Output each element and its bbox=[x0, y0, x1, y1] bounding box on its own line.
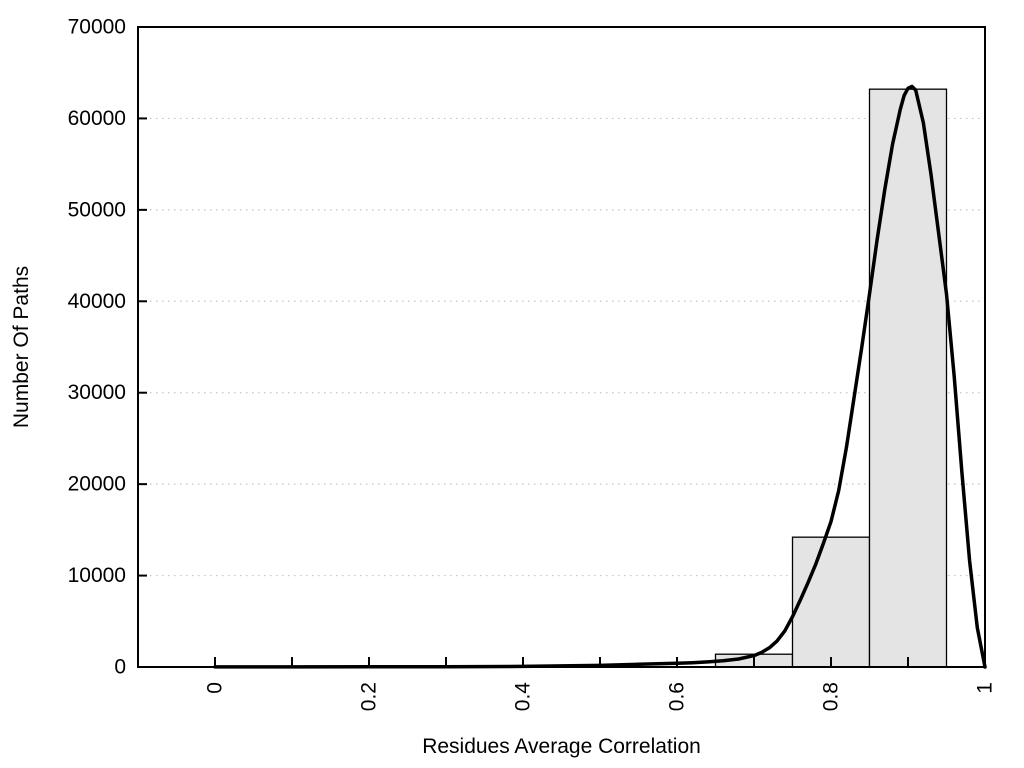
fit-curve bbox=[213, 84, 987, 669]
y-tick-label: 0 bbox=[114, 656, 126, 679]
tick-labels: 0 0.2 0.4 0.6 0.8 1 0 10000 20000 30000 40000 50000… bbox=[68, 16, 997, 712]
x-tick-label: 0 bbox=[204, 682, 227, 694]
y-tick-label: 20000 bbox=[68, 473, 126, 496]
x-tick-label: 0.6 bbox=[666, 682, 689, 711]
x-axis-label: Residues Average Correlation bbox=[422, 735, 701, 758]
y-tick-label: 40000 bbox=[68, 290, 126, 313]
x-tick-label: 0.4 bbox=[512, 682, 535, 712]
histogram-bars bbox=[714, 88, 948, 668]
plot-border bbox=[137, 26, 986, 668]
x-tick-label: 0.2 bbox=[358, 682, 381, 711]
gridlines bbox=[138, 117, 985, 577]
histogram-bar bbox=[868, 88, 948, 668]
y-tick-label: 10000 bbox=[68, 564, 126, 587]
x-tick-label: 0.8 bbox=[820, 682, 843, 711]
y-tick-label: 70000 bbox=[68, 16, 126, 39]
x-tick-label: 1 bbox=[974, 682, 997, 694]
y-tick-label: 30000 bbox=[68, 381, 126, 404]
y-axis-label: Number Of Paths bbox=[10, 266, 33, 428]
histogram-bar bbox=[791, 536, 871, 668]
y-tick-label: 50000 bbox=[68, 198, 126, 221]
y-tick-label: 60000 bbox=[68, 107, 126, 130]
